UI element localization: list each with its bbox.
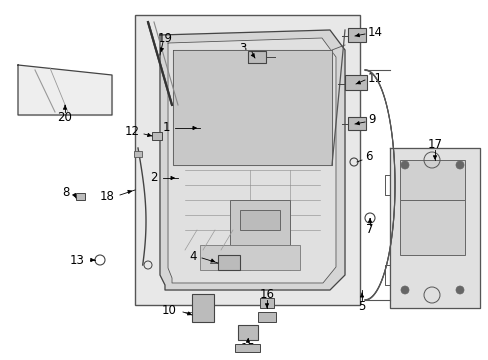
Circle shape (400, 161, 408, 169)
Polygon shape (168, 38, 335, 283)
Text: 2: 2 (150, 171, 158, 184)
Text: 9: 9 (367, 113, 375, 126)
Polygon shape (160, 30, 345, 290)
Bar (152, 132, 162, 140)
Bar (135, 15, 359, 305)
Bar (345, 75, 366, 90)
Circle shape (400, 286, 408, 294)
Bar (247, 51, 265, 63)
Bar (218, 255, 240, 270)
Text: 20: 20 (58, 112, 72, 125)
Text: 7: 7 (366, 224, 373, 237)
Text: 1: 1 (162, 121, 170, 135)
Bar (76, 193, 85, 200)
Bar (200, 245, 299, 270)
Polygon shape (18, 65, 112, 115)
Bar (134, 151, 142, 157)
Text: 4: 4 (189, 249, 197, 262)
Bar (235, 344, 260, 352)
Circle shape (455, 161, 463, 169)
Text: 19: 19 (157, 31, 172, 45)
Text: 6: 6 (364, 150, 372, 163)
Text: 10: 10 (162, 303, 177, 316)
Text: 11: 11 (367, 72, 382, 85)
Text: 5: 5 (358, 300, 365, 312)
Bar (238, 325, 258, 340)
Text: 13: 13 (70, 253, 85, 266)
Polygon shape (173, 50, 331, 165)
Circle shape (455, 286, 463, 294)
Text: 3: 3 (239, 42, 246, 55)
Text: 18: 18 (100, 190, 115, 203)
Bar (192, 294, 214, 322)
Bar (240, 210, 280, 230)
Text: 17: 17 (427, 139, 442, 152)
Polygon shape (389, 148, 479, 308)
Bar (399, 160, 464, 200)
Bar (347, 28, 365, 42)
Bar (258, 312, 275, 322)
Bar (260, 298, 273, 308)
Text: 12: 12 (125, 126, 140, 139)
Bar (347, 117, 365, 130)
Text: 15: 15 (240, 342, 255, 355)
Bar (399, 200, 464, 255)
Text: 16: 16 (259, 288, 274, 301)
Text: 14: 14 (367, 26, 382, 39)
Text: 8: 8 (62, 186, 70, 199)
Bar (229, 200, 289, 245)
